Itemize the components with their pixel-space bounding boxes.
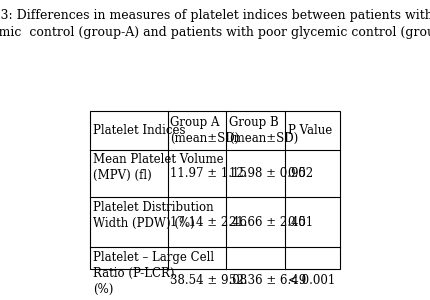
Text: Platelet – Large Cell
Ratio (P-LCR)
(%): Platelet – Large Cell Ratio (P-LCR) (%) (93, 250, 214, 296)
Text: 17.14 ± 2.46: 17.14 ± 2.46 (170, 216, 248, 229)
Text: P Value: P Value (288, 124, 332, 137)
Text: 52.36 ± 6.49: 52.36 ± 6.49 (229, 274, 306, 287)
Text: 38.54 ± 9.08: 38.54 ± 9.08 (170, 274, 248, 287)
Text: < 0.001: < 0.001 (288, 274, 335, 287)
Text: Table-3: Differences in measures of platelet indices between patients with good
: Table-3: Differences in measures of plat… (0, 10, 430, 40)
Text: Platelet Distribution
Width (PDW) (%): Platelet Distribution Width (PDW) (%) (93, 201, 213, 230)
Text: Platelet Indices: Platelet Indices (93, 124, 185, 137)
Text: 0.01: 0.01 (288, 216, 313, 229)
Text: Group A
(mean±SD): Group A (mean±SD) (170, 116, 240, 145)
Text: Mean Platelet Volume
(MPV) (fl): Mean Platelet Volume (MPV) (fl) (93, 153, 224, 182)
Text: Group B
(mean±SD): Group B (mean±SD) (229, 116, 298, 145)
Text: 21.66 ± 2.45: 21.66 ± 2.45 (229, 216, 306, 229)
Text: 12.98 ± 0.95: 12.98 ± 0.95 (229, 167, 306, 180)
Text: 11.97 ± 1.15: 11.97 ± 1.15 (170, 167, 247, 180)
Text: 0.02: 0.02 (288, 167, 313, 180)
